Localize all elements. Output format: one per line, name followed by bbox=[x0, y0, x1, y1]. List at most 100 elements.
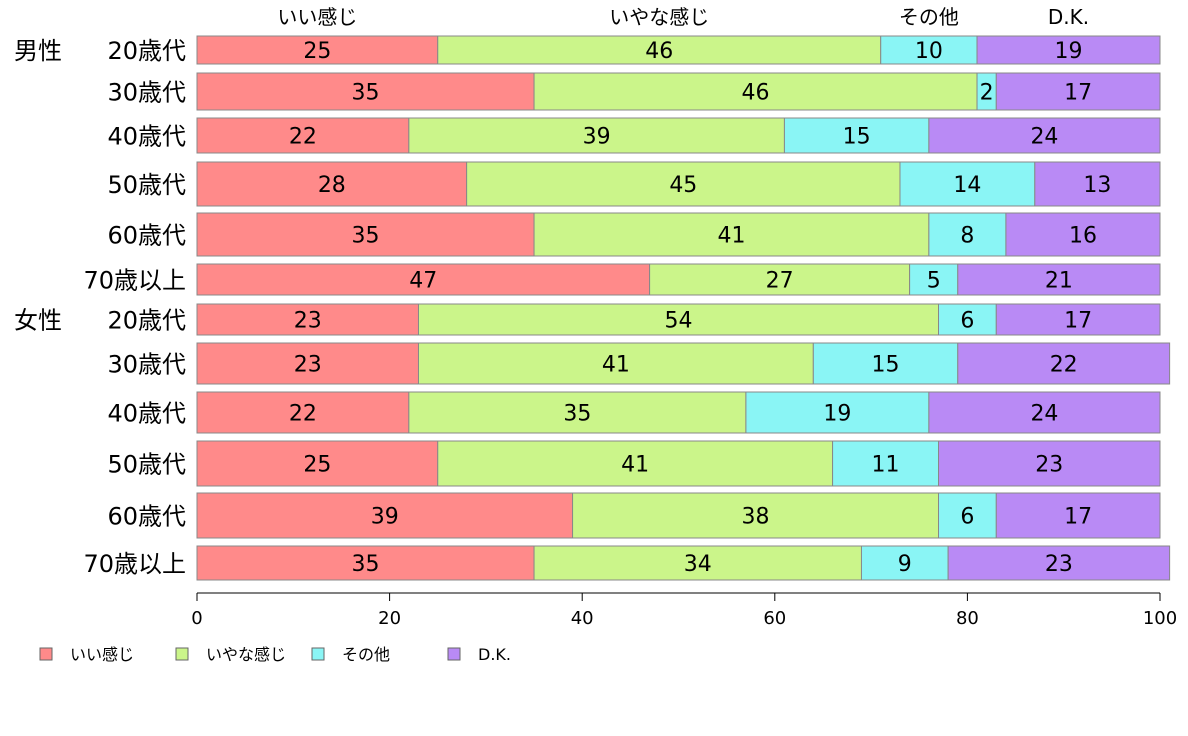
bar-segment bbox=[995, 72, 1161, 111]
category-label: 60歳代 bbox=[107, 222, 186, 250]
bar-segment bbox=[196, 72, 535, 111]
data-label: 46 bbox=[645, 39, 673, 64]
data-label: 6 bbox=[960, 505, 974, 530]
top-label: いやな感じ bbox=[609, 5, 709, 29]
bar-segment bbox=[957, 342, 1171, 385]
bar-segment bbox=[909, 263, 959, 296]
category-label: 50歳代 bbox=[107, 171, 186, 199]
x-tick-label: 60 bbox=[763, 608, 786, 629]
top-labels: いい感じ いやな感じ その他 D.K. bbox=[277, 5, 1089, 29]
category-label: 40歳代 bbox=[107, 123, 186, 151]
data-label: 46 bbox=[742, 81, 770, 106]
data-label: 22 bbox=[289, 402, 317, 427]
data-label: 17 bbox=[1064, 505, 1092, 530]
data-label: 34 bbox=[684, 552, 712, 577]
bar-segment bbox=[196, 263, 651, 296]
data-label: 23 bbox=[1045, 552, 1073, 577]
group-label: 女性 bbox=[14, 307, 62, 335]
data-label: 25 bbox=[303, 39, 331, 64]
legend-label: その他 bbox=[342, 645, 390, 664]
data-label: 13 bbox=[1083, 173, 1111, 198]
category-label: 70歳以上 bbox=[83, 267, 186, 295]
data-label: 15 bbox=[843, 125, 871, 150]
bar-segment bbox=[1034, 161, 1161, 207]
bar-segment bbox=[196, 212, 535, 257]
bar-segment bbox=[995, 492, 1161, 539]
data-label: 2 bbox=[980, 81, 994, 106]
legend: いい感じ いやな感じ その他 D.K. bbox=[39, 645, 511, 664]
bar-segment bbox=[408, 391, 747, 434]
bar-segment bbox=[1005, 212, 1161, 257]
data-label: 15 bbox=[872, 353, 900, 378]
data-label: 24 bbox=[1030, 402, 1058, 427]
bar-segment bbox=[938, 440, 1161, 487]
bar-segment bbox=[928, 391, 1161, 434]
bar-segment bbox=[196, 303, 419, 336]
bar-segment bbox=[417, 303, 940, 336]
data-label: 21 bbox=[1045, 269, 1073, 294]
data-label: 16 bbox=[1069, 224, 1097, 249]
category-label: 30歳代 bbox=[107, 79, 186, 107]
top-label: いい感じ bbox=[277, 5, 357, 29]
legend-swatch bbox=[311, 647, 325, 661]
bar-segment bbox=[860, 545, 949, 581]
data-label: 19 bbox=[1055, 39, 1083, 64]
data-label: 35 bbox=[352, 81, 380, 106]
data-label: 38 bbox=[742, 505, 770, 530]
bar-segment bbox=[947, 545, 1171, 581]
data-label: 41 bbox=[717, 224, 745, 249]
bar-segment bbox=[928, 117, 1161, 154]
data-label: 35 bbox=[352, 224, 380, 249]
data-label: 39 bbox=[371, 505, 399, 530]
top-label: D.K. bbox=[1048, 5, 1089, 29]
data-label: 24 bbox=[1030, 125, 1058, 150]
data-label: 8 bbox=[960, 224, 974, 249]
data-label: 23 bbox=[294, 309, 322, 334]
legend-label: いやな感じ bbox=[206, 645, 286, 664]
category-label: 20歳代 bbox=[107, 37, 186, 65]
bar-segment bbox=[928, 212, 1007, 257]
bar-segment bbox=[196, 117, 410, 154]
x-tick-label: 20 bbox=[378, 608, 401, 629]
category-label: 20歳代 bbox=[107, 307, 186, 335]
bar-segment bbox=[196, 545, 535, 581]
bar-segment bbox=[899, 161, 1036, 207]
data-label: 19 bbox=[823, 402, 851, 427]
x-axis: 0 20 40 60 80 100 bbox=[191, 592, 1177, 629]
data-label: 35 bbox=[563, 402, 591, 427]
bar-segment bbox=[417, 342, 814, 385]
bar-segment bbox=[533, 545, 862, 581]
x-tick-label: 0 bbox=[191, 608, 202, 629]
bar-segment bbox=[437, 440, 834, 487]
data-label: 54 bbox=[665, 309, 693, 334]
data-label: 35 bbox=[352, 552, 380, 577]
data-label: 6 bbox=[960, 309, 974, 334]
bar-segment bbox=[957, 263, 1161, 296]
bar-segment bbox=[572, 492, 940, 539]
bar-segment bbox=[832, 440, 940, 487]
data-label: 11 bbox=[872, 453, 900, 478]
data-label: 45 bbox=[669, 173, 697, 198]
data-label: 5 bbox=[927, 269, 941, 294]
data-label: 41 bbox=[621, 453, 649, 478]
bar-segment bbox=[533, 212, 930, 257]
data-label: 25 bbox=[303, 453, 331, 478]
bar-segment bbox=[649, 263, 911, 296]
data-label: 17 bbox=[1064, 309, 1092, 334]
bar-segment bbox=[995, 303, 1161, 336]
bar-segment bbox=[812, 342, 959, 385]
bar-segment bbox=[938, 303, 997, 336]
bars: 25 46 10 19 35 46 2 17 22 39 15 24 28 45 14 13 35 41 8 16 47… bbox=[196, 35, 1171, 581]
data-label: 10 bbox=[915, 39, 943, 64]
bar-segment bbox=[196, 440, 439, 487]
category-label: 30歳代 bbox=[107, 351, 186, 379]
data-label: 23 bbox=[1035, 453, 1063, 478]
x-tick-label: 100 bbox=[1143, 608, 1177, 629]
bar-segment bbox=[880, 35, 978, 65]
y-axis-labels: 20歳代 30歳代 40歳代 50歳代 60歳代 70歳以上 20歳代 30歳代 40歳代 50歳… bbox=[14, 37, 186, 578]
data-label: 17 bbox=[1064, 81, 1092, 106]
bar-segment bbox=[196, 35, 439, 65]
bar-segment bbox=[437, 35, 882, 65]
group-label: 男性 bbox=[14, 37, 62, 65]
